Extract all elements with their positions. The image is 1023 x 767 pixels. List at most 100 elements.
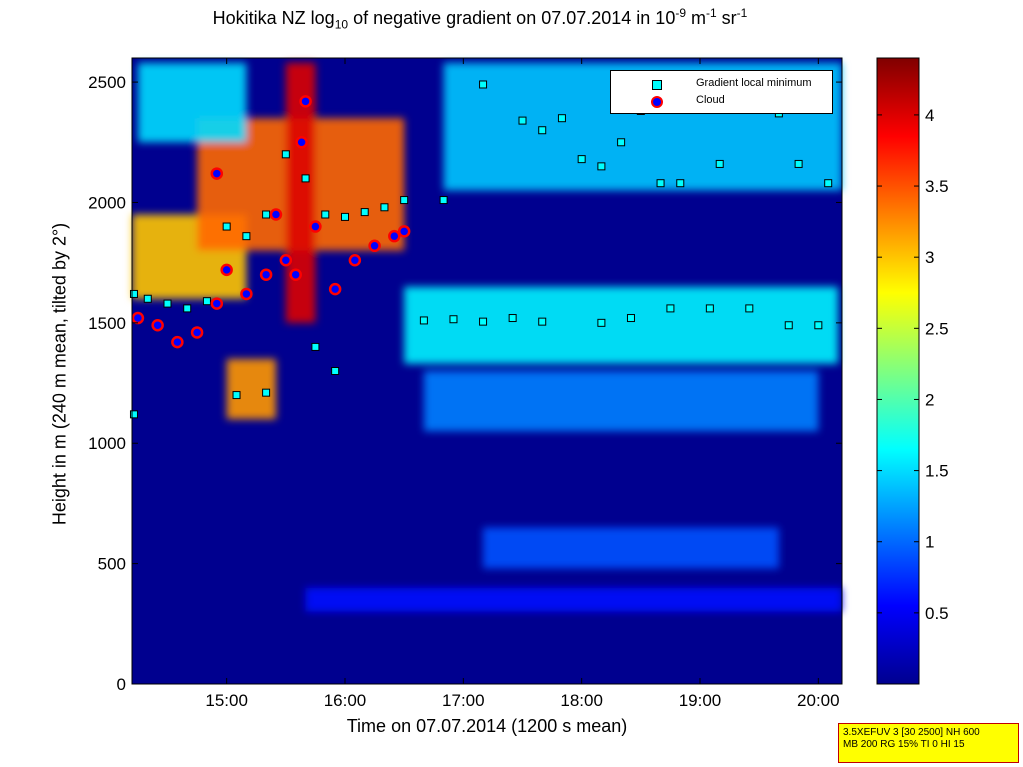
title-sub: 10	[334, 17, 349, 32]
gradient-minimum-marker	[163, 299, 172, 308]
cloud-marker	[368, 239, 381, 253]
x-tick-label: 19:00	[679, 691, 722, 710]
info-line-2: MB 200 RG 15% TI 0 HI 15	[843, 739, 965, 750]
legend-label: Cloud	[696, 94, 725, 106]
plot-frame	[131, 57, 843, 685]
y-tick-label: 1000	[88, 434, 126, 453]
title-part1: Hokitika NZ log	[212, 8, 335, 28]
heatmap-layer	[423, 371, 819, 432]
cloud-marker	[210, 297, 224, 310]
gradient-minimum-marker	[597, 318, 606, 327]
gradient-minimum-marker	[331, 367, 340, 375]
cloud-marker	[289, 268, 302, 281]
title-sup3: -1	[736, 6, 748, 20]
gradient-minimum-marker	[222, 222, 231, 231]
legend-item-cloud: Cloud	[611, 93, 832, 109]
legend: Gradient local minimum Cloud	[610, 70, 833, 114]
x-tick-label: 15:00	[205, 691, 248, 710]
gradient-minimum-marker	[538, 126, 547, 135]
marker-layer	[129, 80, 833, 419]
x-axis: 15:00 16:00 17:00 18:00 19:00 20:00	[205, 58, 840, 710]
colorbar-tick-label: 3.5	[925, 177, 949, 196]
gradient-minimum-marker	[262, 388, 271, 397]
y-axis: 0 500 1000 1500 2000 2500	[88, 73, 842, 694]
title-sup2: -1	[706, 6, 717, 20]
gradient-minimum-marker	[341, 212, 349, 221]
gradient-minimum-marker	[626, 314, 635, 323]
gradient-minimum-marker	[281, 150, 290, 159]
colorbar-tick-label: 3	[925, 248, 934, 267]
gradient-minimum-marker	[479, 80, 488, 89]
colorbar-tick-label: 0.5	[925, 604, 949, 623]
gradient-minimum-marker	[705, 304, 714, 313]
gradient-minimum-marker	[538, 317, 547, 326]
title-part4: sr	[716, 8, 737, 28]
gradient-minimum-marker	[508, 314, 517, 323]
gradient-minimum-marker	[129, 289, 138, 298]
x-tick-label: 17:00	[442, 691, 485, 710]
colorbar	[876, 57, 920, 685]
title-sup1: -9	[675, 6, 686, 20]
gradient-minimum-marker	[232, 391, 241, 400]
gradient-minimum-marker	[784, 321, 793, 330]
cloud-marker	[210, 167, 224, 180]
colorbar-axis: 0.5 1 1.5 2 2.5 3 3.5 4	[877, 106, 949, 623]
heatmap-layers	[132, 62, 842, 612]
gradient-minimum-marker	[794, 159, 803, 168]
cloud-marker	[295, 136, 308, 149]
gradient-minimum-marker	[360, 208, 369, 217]
gradient-minimum-marker	[449, 315, 458, 324]
legend-circle-marker	[651, 96, 663, 108]
info-line-1: 3.5XEFUV 3 [30 2500] NH 600	[843, 727, 980, 738]
cloud-marker	[299, 95, 312, 108]
colorbar-tick-label: 2.5	[925, 319, 949, 338]
gradient-minimum-marker	[518, 116, 527, 125]
cloud-marker	[131, 311, 145, 325]
cloud-marker	[151, 319, 164, 332]
x-axis-label: Time on 07.07.2014 (1200 s mean)	[346, 716, 628, 736]
x-tick-label: 20:00	[797, 691, 840, 710]
cloud-marker	[397, 225, 411, 238]
gradient-minimum-marker	[597, 162, 606, 171]
gradient-minimum-marker	[814, 321, 823, 330]
legend-label: Gradient local minimum	[696, 77, 812, 89]
cloud-marker	[259, 268, 273, 281]
gradient-minimum-marker	[419, 316, 428, 325]
gradient-minimum-marker	[321, 210, 330, 219]
gradient-minimum-marker	[242, 232, 251, 241]
heatmap-layer	[483, 527, 779, 569]
cloud-marker	[240, 287, 253, 301]
cloud-marker	[309, 220, 322, 233]
y-tick-label: 2500	[88, 73, 126, 92]
title-part3: m	[686, 8, 706, 28]
gradient-minimum-marker	[202, 297, 211, 306]
cloud-marker	[220, 263, 233, 277]
legend-item-gradient: Gradient local minimum	[611, 76, 832, 92]
y-tick-label: 1500	[88, 314, 126, 333]
heatmap-layer	[285, 62, 316, 323]
heatmap-layer	[137, 62, 247, 143]
y-tick-label: 0	[117, 675, 126, 694]
gradient-minimum-marker	[715, 159, 724, 168]
gradient-minimum-marker	[129, 410, 138, 419]
gradient-minimum-marker	[439, 196, 448, 205]
gradient-minimum-marker	[183, 304, 192, 313]
y-tick-label: 500	[98, 555, 126, 574]
colorbar-tick-label: 1.5	[925, 462, 949, 481]
y-tick-label: 2000	[88, 193, 126, 212]
info-box: 3.5XEFUV 3 [30 2500] NH 600 MB 200 RG 15…	[838, 723, 1019, 763]
gradient-minimum-marker	[666, 304, 675, 313]
heatmap-layer	[404, 286, 839, 364]
cloud-marker	[388, 229, 401, 243]
gradient-minimum-marker	[656, 179, 665, 188]
gradient-minimum-marker	[824, 179, 833, 188]
cloud-marker	[328, 282, 342, 296]
cloud-marker	[269, 208, 283, 221]
gradient-minimum-marker	[557, 114, 566, 123]
cloud-marker	[348, 253, 362, 267]
gradient-minimum-marker	[311, 342, 320, 351]
gradient-minimum-marker	[617, 138, 626, 147]
x-tick-label: 18:00	[560, 691, 603, 710]
gradient-minimum-marker	[262, 210, 271, 219]
